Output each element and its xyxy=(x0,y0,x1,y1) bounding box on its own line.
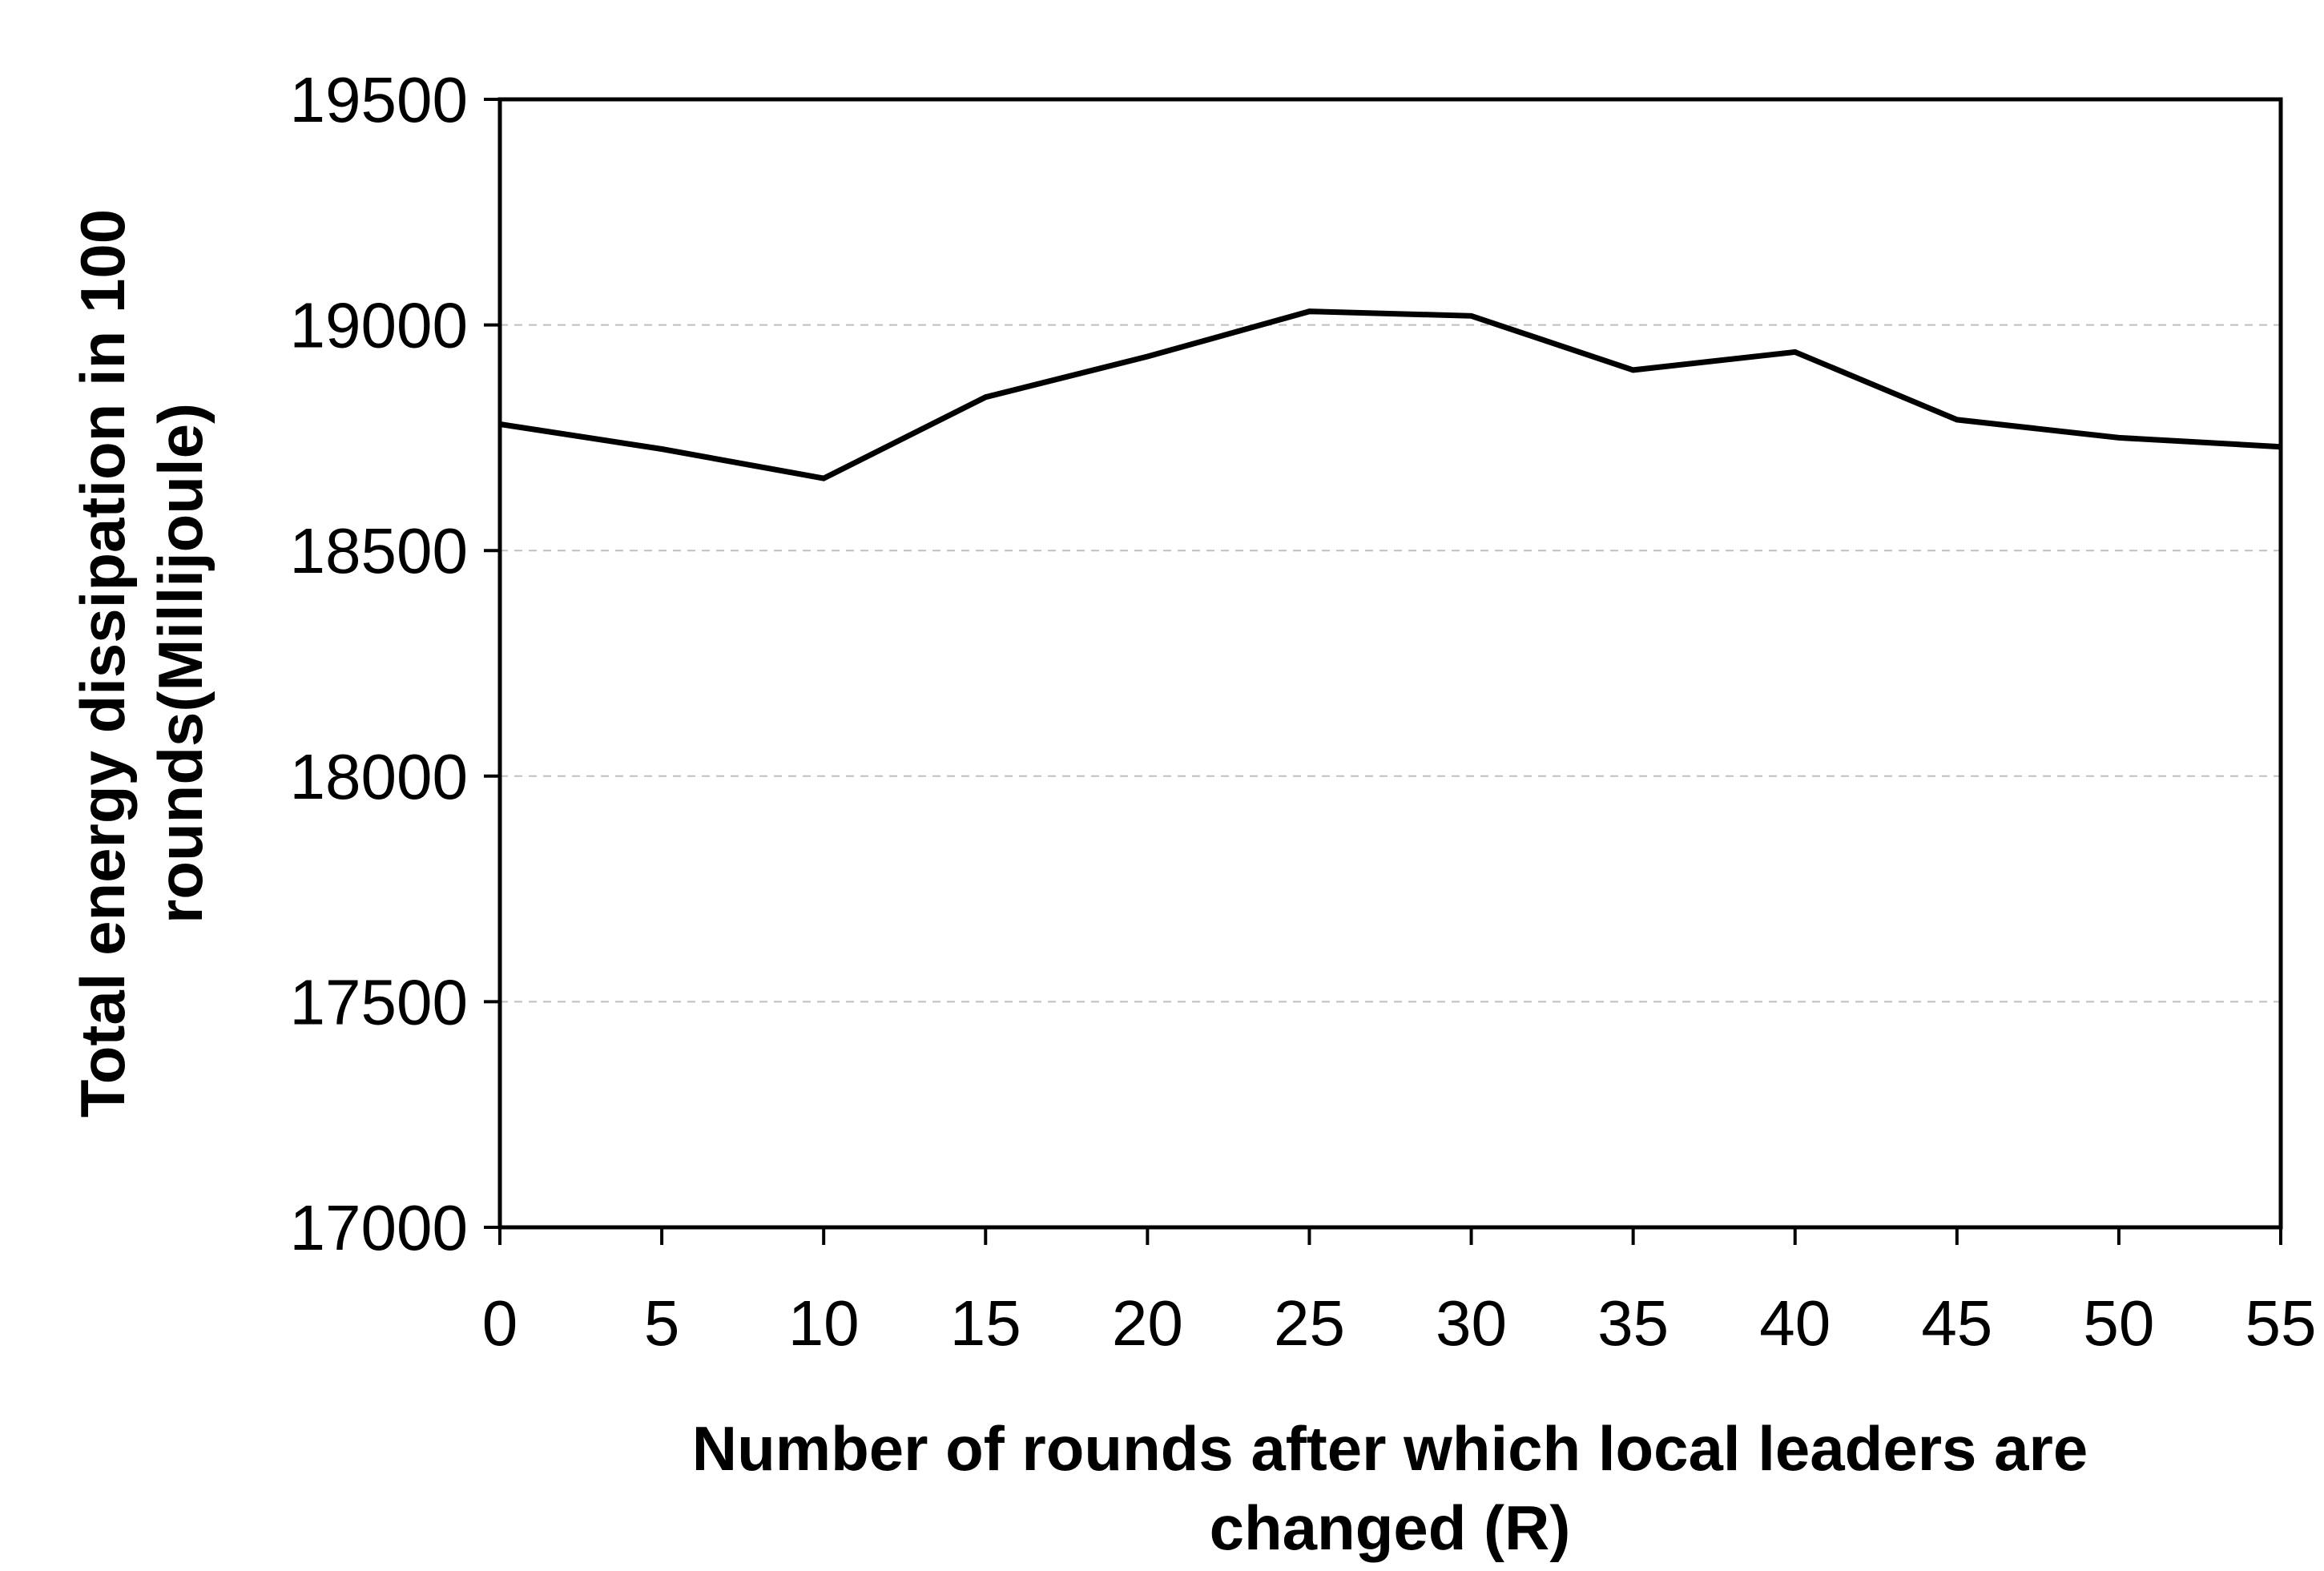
x-tick-label: 5 xyxy=(644,1287,680,1359)
x-tick-labels: 0 5 10 15 20 25 30 35 40 45 50 55 xyxy=(482,1287,2317,1359)
plot-area-frame xyxy=(497,97,2283,1230)
y-tick-label: 17000 xyxy=(290,1192,468,1263)
x-tick-label: 15 xyxy=(950,1287,1021,1359)
x-axis-title-line-2: changed (R) xyxy=(1210,1492,1571,1563)
y-tick-label: 17500 xyxy=(290,966,468,1037)
y-axis-title-line-2: rounds(Millijoule) xyxy=(145,403,215,924)
series-layer xyxy=(499,308,2282,481)
x-tick-label: 40 xyxy=(1759,1287,1831,1359)
x-tick-label: 25 xyxy=(1274,1287,1345,1359)
y-tick-label: 18500 xyxy=(290,515,468,586)
y-tick-labels: 17000 17500 18000 18500 19000 19500 xyxy=(290,64,468,1263)
axis-ticks xyxy=(484,98,2282,1245)
data-point xyxy=(1146,356,1148,357)
y-axis-title-line-1: Total energy dissipation in 100 xyxy=(67,209,138,1118)
y-tick-label: 19000 xyxy=(290,290,468,361)
x-tick-label: 0 xyxy=(482,1287,518,1359)
data-point xyxy=(2118,437,2120,438)
x-tick-label: 30 xyxy=(1436,1287,1507,1359)
x-tick-label: 55 xyxy=(2245,1287,2317,1359)
series-line xyxy=(499,308,2282,481)
x-tick-label: 35 xyxy=(1597,1287,1669,1359)
data-point xyxy=(1956,419,1958,421)
x-tick-label: 50 xyxy=(2083,1287,2154,1359)
x-axis-title-line-1: Number of rounds after which local leade… xyxy=(692,1413,2088,1484)
y-tick-label: 18000 xyxy=(290,741,468,812)
x-tick-label: 10 xyxy=(788,1287,860,1359)
x-tick-label: 45 xyxy=(1921,1287,1992,1359)
data-point xyxy=(2280,446,2282,448)
y-tick-label: 19500 xyxy=(290,64,468,135)
x-tick-label: 20 xyxy=(1112,1287,1183,1359)
data-point xyxy=(1308,311,1310,312)
data-point xyxy=(499,424,501,425)
